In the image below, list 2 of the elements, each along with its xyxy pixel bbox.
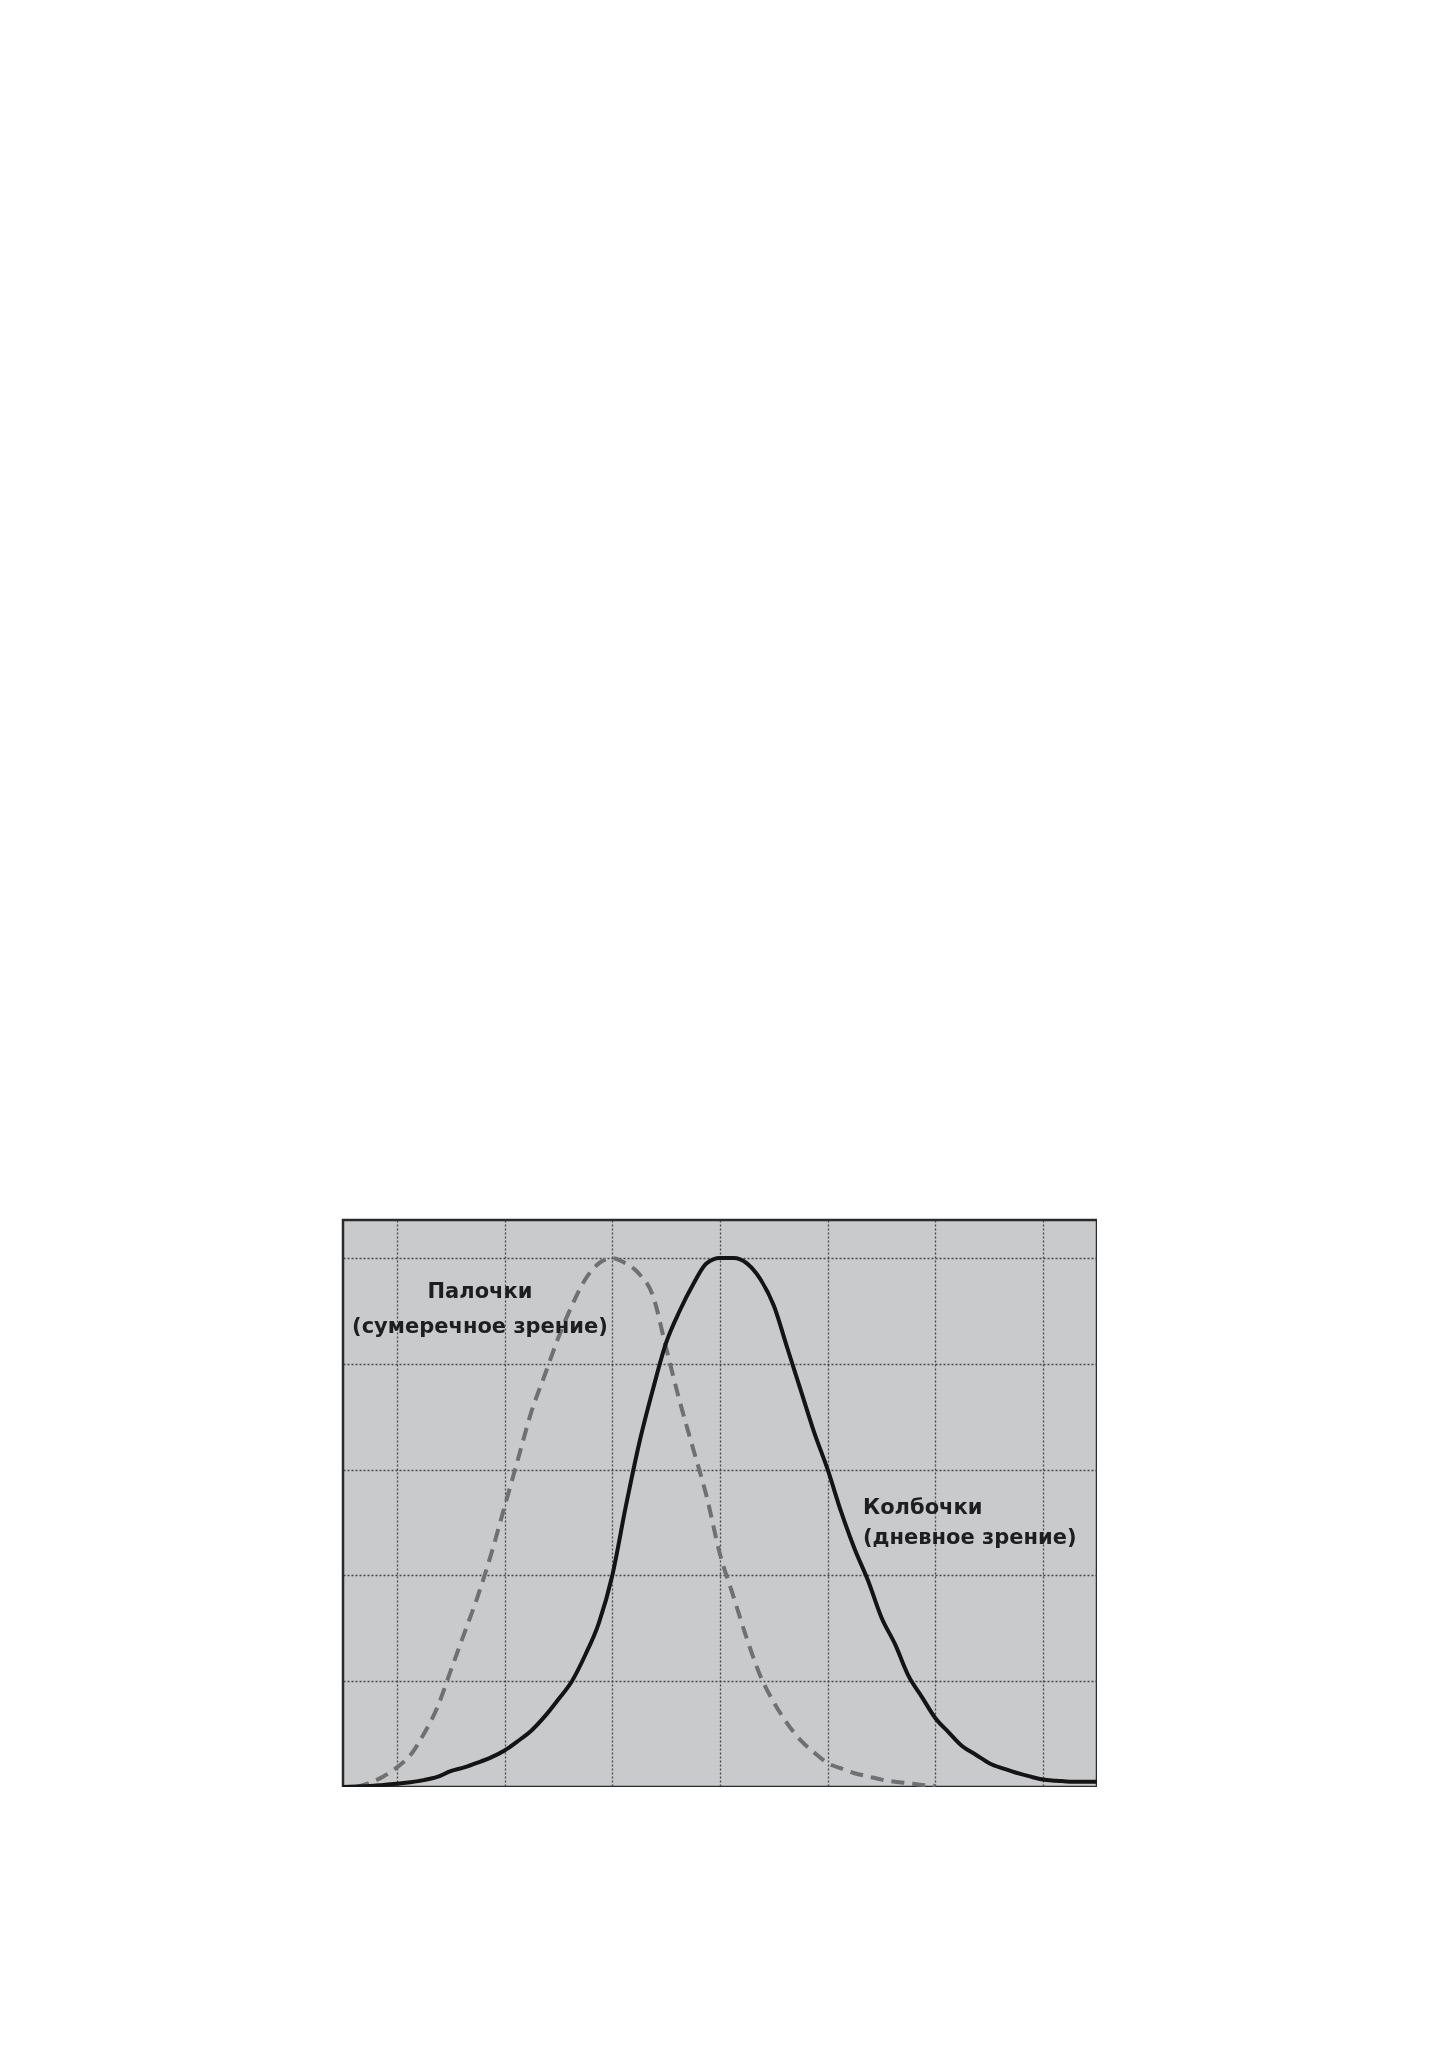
series-label: Колбочки (дневное зрение): [863, 1495, 1077, 1549]
series-label: Палочки (сумеречное зрение): [352, 1279, 608, 1338]
